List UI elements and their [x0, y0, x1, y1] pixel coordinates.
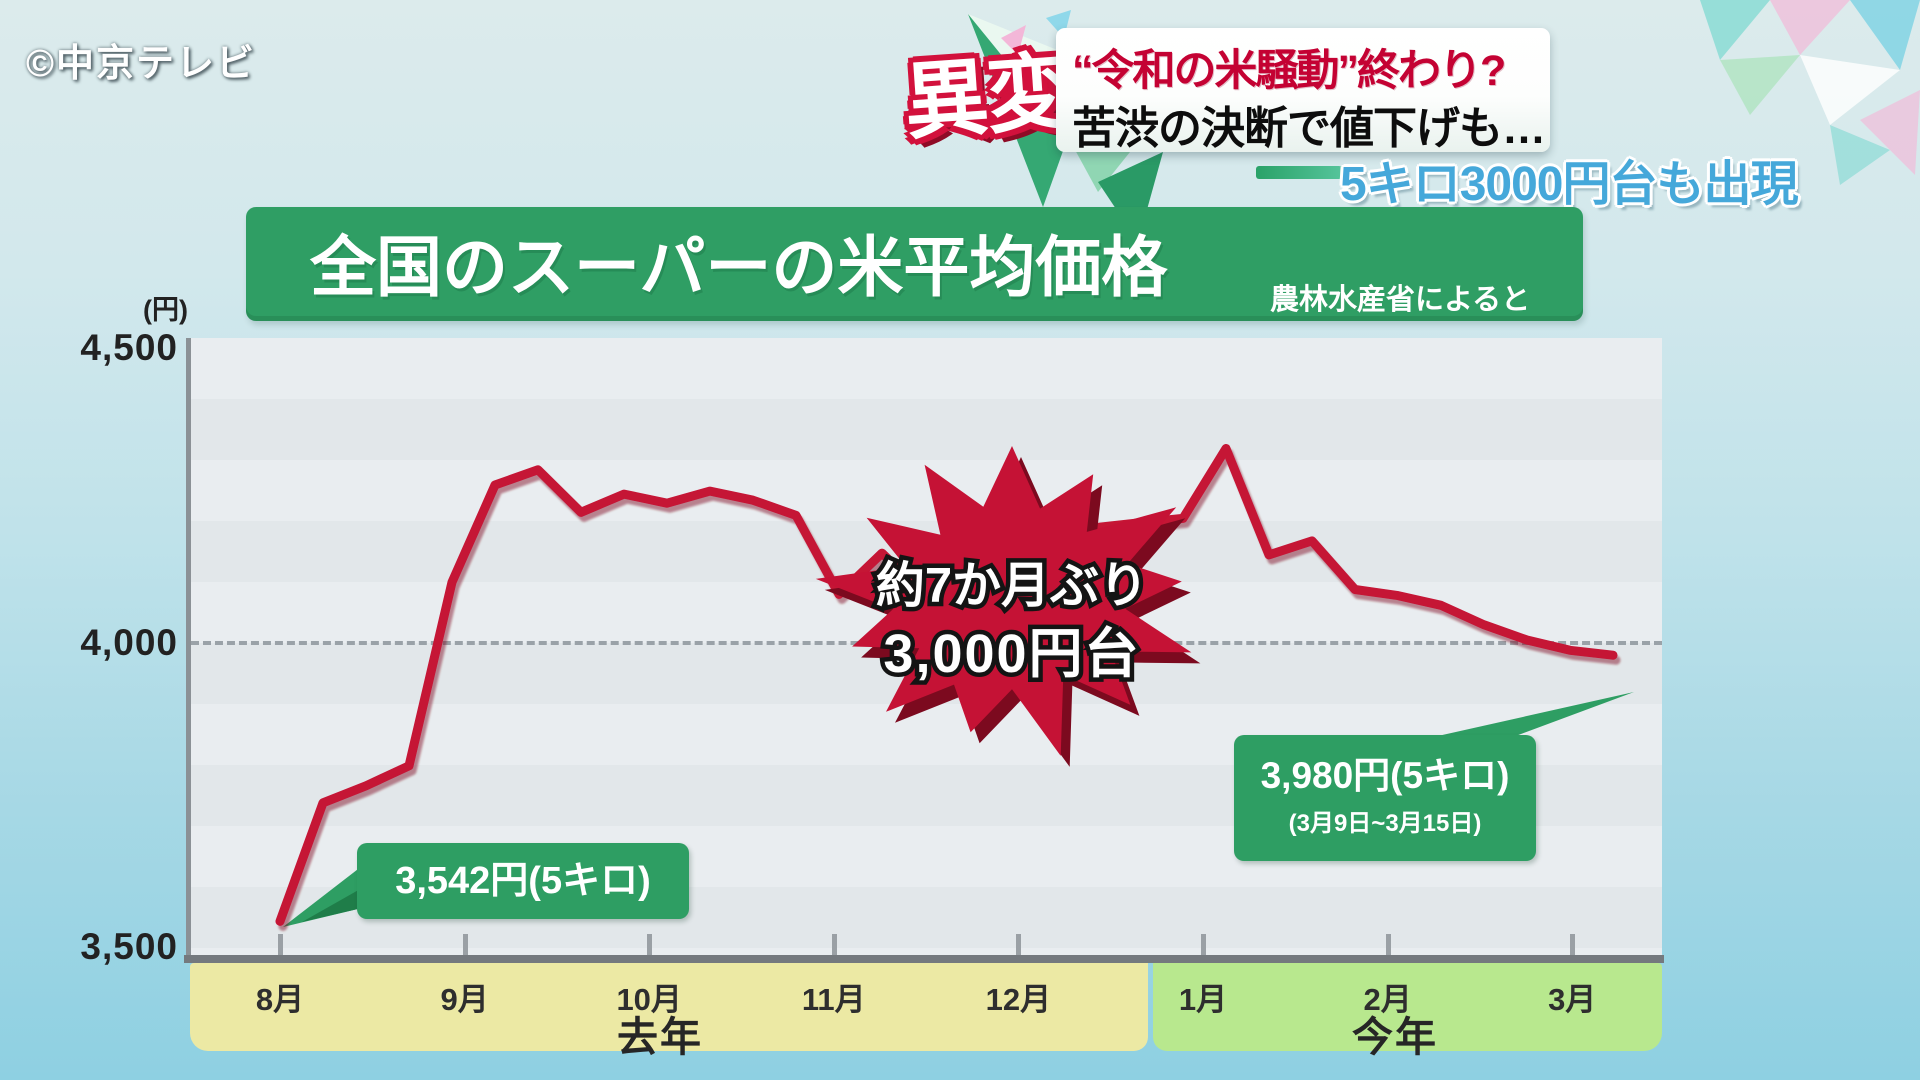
burst-line2: 3,000円台 [883, 624, 1140, 684]
x-tick-mark [1385, 934, 1391, 955]
x-tick-month: 8月 [255, 982, 305, 1017]
callout-end-tail [1420, 692, 1634, 740]
starburst-annotation: 約7か月ぶり 3,000円台 [815, 446, 1201, 767]
x-tick-month: 3月 [1548, 982, 1597, 1017]
x-tick-month: 11月 [801, 982, 866, 1017]
year-label-last: 去年 [617, 1014, 703, 1060]
x-tick-mark [831, 934, 837, 955]
x-tick-mark [1570, 934, 1576, 955]
x-tick-mark [1201, 934, 1206, 955]
y-tick-3500: 3,500 [80, 926, 178, 967]
x-tick-month: 1月 [1178, 982, 1228, 1017]
x-tick-mark [462, 934, 468, 955]
broadcaster-watermark: ©中京テレビ [26, 43, 256, 85]
corner-confetti-decoration [1700, 0, 1920, 185]
accent-bar [1256, 166, 1342, 179]
headline-box [1056, 28, 1550, 152]
band-last-year [190, 963, 1148, 1051]
x-tick-month: 10月 [616, 982, 682, 1017]
sub-headline: 5キロ3000円台も出現 [1340, 158, 1798, 211]
band-this-year [1153, 963, 1662, 1051]
x-tick-month: 9月 [440, 982, 489, 1017]
x-axis-line [184, 955, 1664, 963]
callout-start: 3,542円(5キロ) [357, 843, 689, 919]
burst-line1: 約7か月ぶり [876, 559, 1148, 613]
callout-end: 3,980円(5キロ) (3月9日~3月15日) [1234, 735, 1536, 861]
year-label-this: 今年 [1352, 1014, 1438, 1060]
headline-line2: 苦渋の決断で値下げも… [1072, 104, 1546, 153]
y-axis-unit: (円) [143, 295, 188, 325]
x-tick-mark [278, 934, 283, 955]
y-tick-4000: 4,000 [80, 622, 178, 663]
y-axis-line [186, 338, 191, 963]
callout-start-price: 3,542円(5キロ) [395, 860, 651, 902]
callout-start-tail-shade [302, 888, 362, 922]
x-tick-month: 2月 [1363, 982, 1412, 1017]
starburst-shape [815, 446, 1192, 756]
chart-source: 農林水産省によると [1270, 284, 1531, 316]
y-tick-4500: 4,500 [80, 327, 178, 368]
x-tick-mark [647, 934, 653, 955]
callout-end-price: 3,980円(5キロ) [1260, 755, 1510, 796]
chart-title: 全国のスーパーの米平均価格 [310, 230, 1168, 304]
x-tick-month: 12月 [985, 982, 1052, 1017]
headline-line1: “令和の米騒動”終わり? [1072, 47, 1506, 95]
chart-title-banner [246, 207, 1583, 321]
callout-end-period: (3月9日~3月15日) [1288, 810, 1482, 837]
x-tick-mark [1016, 934, 1022, 955]
